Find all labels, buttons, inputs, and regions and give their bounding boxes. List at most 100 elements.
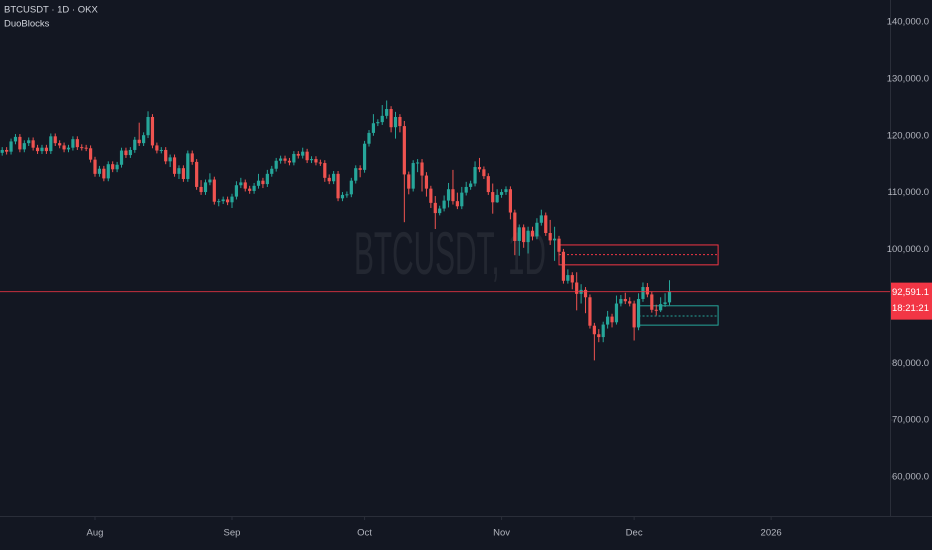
candle-body xyxy=(243,182,247,189)
candle-body xyxy=(438,208,442,214)
candle-body xyxy=(601,324,605,338)
candle-body xyxy=(186,153,190,179)
candle-body xyxy=(650,294,654,310)
candle-body xyxy=(530,230,535,237)
candle-body xyxy=(133,139,137,150)
candle-body xyxy=(451,189,455,202)
candle-body xyxy=(287,160,292,163)
candle-body xyxy=(597,334,601,338)
watermark: BTCUSDT, 1D xyxy=(354,220,546,287)
candle-body xyxy=(172,157,177,174)
candle-body xyxy=(628,301,632,304)
candle-body xyxy=(389,109,393,128)
candle-body xyxy=(323,163,327,178)
candle-body xyxy=(659,304,663,311)
candle-body xyxy=(119,150,124,165)
candle-body xyxy=(274,160,278,169)
candle-body xyxy=(301,151,305,156)
candle-body xyxy=(513,212,517,241)
candle-body xyxy=(619,298,623,304)
candle-body xyxy=(71,139,75,148)
candle-body xyxy=(561,251,566,281)
indicator-name[interactable]: DuoBlocks xyxy=(4,19,50,30)
candle-body xyxy=(429,188,433,203)
candle-body xyxy=(283,158,287,161)
candle-body xyxy=(610,316,614,323)
candle-body xyxy=(159,149,163,151)
candle-body xyxy=(522,227,526,243)
candle-body xyxy=(455,201,459,207)
y-tick-label: 70,000.0 xyxy=(892,415,929,426)
price-label-box xyxy=(891,282,932,320)
x-tick-label: Nov xyxy=(493,528,510,539)
candle-body xyxy=(327,177,331,182)
candle-body xyxy=(314,159,318,163)
candle-body xyxy=(146,116,150,136)
candle-body xyxy=(385,109,389,116)
candle-body xyxy=(433,202,437,214)
y-tick-label: 130,000.0 xyxy=(887,73,929,84)
candle-body xyxy=(97,168,102,174)
candle-body xyxy=(667,291,672,303)
candle-body xyxy=(358,168,362,170)
candle-body xyxy=(296,153,300,156)
candle-body xyxy=(44,147,49,152)
candle-body xyxy=(645,287,649,295)
candle-body xyxy=(239,182,243,186)
candle-body xyxy=(336,173,340,199)
symbol-title[interactable]: BTCUSDT · 1D · OKX xyxy=(4,5,98,16)
candle-body xyxy=(416,162,420,164)
candle-body xyxy=(442,200,446,209)
candle-body xyxy=(53,136,57,144)
candle-body xyxy=(349,180,353,195)
candle-body xyxy=(234,185,239,197)
candle-body xyxy=(203,182,208,193)
candle-body xyxy=(35,147,40,152)
candle-body xyxy=(557,238,561,252)
price-label: 92,591.1 xyxy=(892,287,929,298)
y-tick-label: 80,000.0 xyxy=(892,358,929,369)
candle-body xyxy=(583,289,588,298)
candle-body xyxy=(641,287,645,299)
countdown-label: 18:21:21 xyxy=(892,303,929,314)
candle-body xyxy=(362,143,367,170)
candle-body xyxy=(31,140,35,148)
candle-body xyxy=(575,282,579,294)
candle-body xyxy=(248,188,252,191)
candle-body xyxy=(544,215,548,234)
candle-body xyxy=(0,149,4,153)
y-tick-label: 100,000.0 xyxy=(887,244,929,255)
candle-body xyxy=(371,123,376,133)
y-tick-label: 60,000.0 xyxy=(892,472,929,483)
candle-body xyxy=(9,141,13,152)
y-tick-label: 140,000.0 xyxy=(887,17,929,28)
candle-body xyxy=(548,233,552,241)
candle-body xyxy=(345,194,349,196)
candle-body xyxy=(150,116,155,146)
candle-body xyxy=(27,140,31,144)
y-tick-label: 110,000.0 xyxy=(887,187,929,198)
candle-body xyxy=(632,303,636,328)
candle-body xyxy=(261,180,265,185)
candle-body xyxy=(305,151,309,161)
candle-body xyxy=(279,158,283,161)
candle-body xyxy=(407,174,411,189)
candle-body xyxy=(164,149,168,162)
candle-body xyxy=(212,179,216,202)
candle-body xyxy=(270,168,274,174)
candle-body xyxy=(570,275,574,283)
candle-body xyxy=(190,153,194,162)
candle-body xyxy=(654,309,658,311)
candle-body xyxy=(22,143,26,150)
candle-body xyxy=(552,238,557,241)
candle-body xyxy=(84,147,88,149)
candle-body xyxy=(230,196,234,203)
candle-body xyxy=(614,303,619,323)
candle-body xyxy=(309,159,314,161)
candle-body xyxy=(49,136,53,152)
candle-body xyxy=(265,173,269,185)
candle-body xyxy=(18,136,22,150)
